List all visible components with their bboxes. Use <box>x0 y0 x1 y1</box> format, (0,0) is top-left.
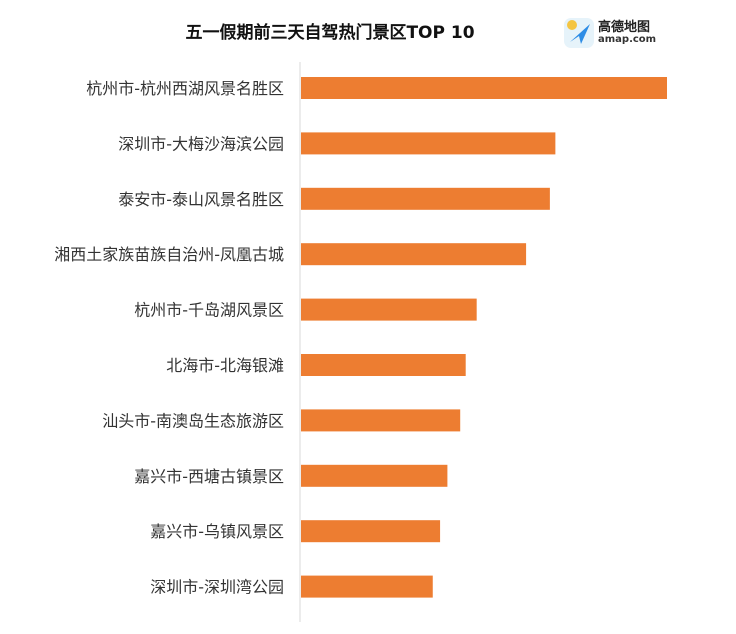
category-label: 深圳市-深圳湾公园 <box>150 578 284 597</box>
category-label: 北海市-北海银滩 <box>166 356 284 375</box>
bar <box>301 464 448 487</box>
amap-url-text: amap.com <box>598 34 657 45</box>
bar <box>301 354 466 376</box>
category-label: 湘西土家族苗族自治州-凤凰古城 <box>54 245 284 264</box>
bar <box>301 409 461 432</box>
amap-brand-text: 高德地图 <box>598 20 651 35</box>
category-label: 杭州市-杭州西湖风景名胜区 <box>86 79 284 98</box>
bar <box>301 298 477 321</box>
bar <box>301 243 527 266</box>
bar <box>301 575 433 598</box>
amap-logo: 高德地图 amap.com <box>562 16 672 50</box>
category-label: 嘉兴市-乌镇风景区 <box>150 522 284 541</box>
bar <box>301 520 441 543</box>
category-label: 深圳市-大梅沙海滨公园 <box>118 134 284 153</box>
category-label: 泰安市-泰山风景名胜区 <box>118 190 284 209</box>
bar <box>301 187 550 210</box>
bar <box>301 77 667 99</box>
category-label: 汕头市-南澳岛生态旅游区 <box>102 411 284 430</box>
bar <box>301 132 556 155</box>
category-label: 嘉兴市-西塘古镇景区 <box>134 467 284 486</box>
chart-title: 五一假期前三天自驾热门景区TOP 10 <box>185 23 475 43</box>
amap-logo-icon <box>564 18 594 48</box>
category-label: 杭州市-千岛湖风景区 <box>134 301 284 320</box>
